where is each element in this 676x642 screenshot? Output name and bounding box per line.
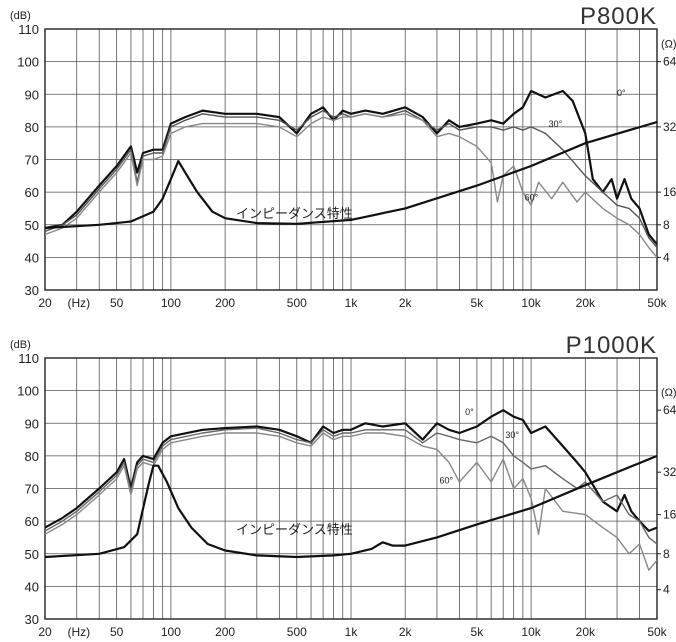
x-tick-label: 10k xyxy=(521,296,541,310)
plot-frame xyxy=(44,28,658,291)
right-tick-label: 32 xyxy=(663,120,676,134)
series-line-30deg xyxy=(45,427,657,545)
y-tick-label: 40 xyxy=(25,250,39,265)
x-tick-label: 2k xyxy=(399,625,413,639)
right-tick-label: 64 xyxy=(663,55,676,69)
series-line-60deg xyxy=(45,113,657,258)
y-tick-label: 50 xyxy=(25,547,39,562)
x-tick-label: 100 xyxy=(161,625,181,639)
x-tick-label: 50 xyxy=(110,625,124,639)
x-tick-label: 20 xyxy=(38,296,52,310)
y-tick-label: 40 xyxy=(25,579,39,594)
right-axis-unit: (Ω) xyxy=(661,387,676,399)
y-tick-label: 90 xyxy=(25,87,39,102)
x-tick-label: 20k xyxy=(576,625,596,639)
x-tick-label: 2k xyxy=(399,296,413,310)
y-tick-label: 110 xyxy=(18,22,39,37)
y-tick-label: 110 xyxy=(18,351,39,366)
x-tick-label: 20k xyxy=(576,296,596,310)
chart-panel-P1000K: 30 40 50 60 70 80 90 100 110(dB) 20 50 100 200 500 1k 2… xyxy=(10,332,676,639)
series-line-60deg xyxy=(45,432,657,571)
x-tick-label: 1k xyxy=(345,625,359,639)
series-label: 30° xyxy=(505,430,519,440)
chart-panel-P800K: 30 40 50 60 70 80 90 100 110(dB) 20 50 100 200 500 1k 2… xyxy=(10,3,676,310)
right-tick-label: 8 xyxy=(663,218,670,232)
impedance-label: インピーダンス特性 xyxy=(236,206,353,221)
impedance-curve xyxy=(45,454,657,559)
x-tick-label: 10k xyxy=(521,625,541,639)
chart-title: P800K xyxy=(580,3,657,30)
y-tick-label: 30 xyxy=(25,612,39,627)
impedance-label: インピーダンス特性 xyxy=(236,522,353,537)
x-tick-label: 500 xyxy=(287,296,307,310)
y-tick-label: 70 xyxy=(25,482,39,497)
y-tick-label: 70 xyxy=(25,153,39,168)
y-axis-unit: (dB) xyxy=(10,10,31,22)
x-axis-unit: (Hz) xyxy=(68,296,91,310)
x-tick-label: 200 xyxy=(215,625,235,639)
x-tick-label: 1k xyxy=(345,296,359,310)
series-label: 30° xyxy=(549,119,563,129)
y-axis-unit: (dB) xyxy=(10,339,31,351)
y-tick-label: 80 xyxy=(25,449,39,464)
chart-title: P1000K xyxy=(566,332,657,359)
y-tick-label: 60 xyxy=(25,514,39,529)
x-axis-unit: (Hz) xyxy=(68,625,91,639)
impedance-curve xyxy=(45,120,657,230)
y-tick-label: 90 xyxy=(25,416,39,431)
right-tick-label: 16 xyxy=(663,508,676,522)
series-label: 60° xyxy=(525,192,539,202)
y-tick-label: 100 xyxy=(17,384,39,399)
x-tick-label: 200 xyxy=(215,296,235,310)
x-tick-label: 50k xyxy=(647,296,667,310)
right-tick-label: 64 xyxy=(663,403,676,417)
series-line-0deg xyxy=(45,409,657,532)
x-tick-label: 20 xyxy=(38,625,52,639)
series-line-0deg xyxy=(45,89,657,246)
x-tick-label: 5k xyxy=(471,296,485,310)
y-tick-label: 100 xyxy=(17,55,39,70)
right-tick-label: 16 xyxy=(663,185,676,199)
plot-frame xyxy=(44,357,658,620)
right-tick-label: 4 xyxy=(663,250,670,264)
series-label: 0° xyxy=(465,407,474,417)
right-tick-label: 4 xyxy=(663,583,670,597)
right-axis-unit: (Ω) xyxy=(661,39,676,51)
right-tick-label: 32 xyxy=(663,465,676,479)
x-tick-label: 500 xyxy=(287,625,307,639)
series-label: 0° xyxy=(617,88,626,98)
x-tick-label: 100 xyxy=(161,296,181,310)
right-tick-label: 8 xyxy=(663,547,670,561)
y-tick-label: 50 xyxy=(25,218,39,233)
y-tick-label: 30 xyxy=(25,283,39,298)
series-label: 60° xyxy=(439,476,453,486)
x-tick-label: 50 xyxy=(110,296,124,310)
y-tick-label: 80 xyxy=(25,120,39,135)
y-tick-label: 60 xyxy=(25,185,39,200)
x-tick-label: 5k xyxy=(471,625,485,639)
x-tick-label: 50k xyxy=(647,625,667,639)
